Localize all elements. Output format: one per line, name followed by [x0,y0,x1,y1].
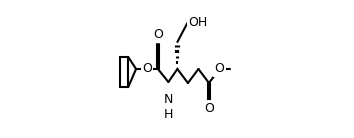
Text: O: O [142,63,152,75]
Text: O: O [204,102,214,115]
Text: O: O [215,63,224,75]
Text: OH: OH [188,15,207,29]
Text: O: O [153,29,163,42]
Text: N
H: N H [164,93,173,121]
